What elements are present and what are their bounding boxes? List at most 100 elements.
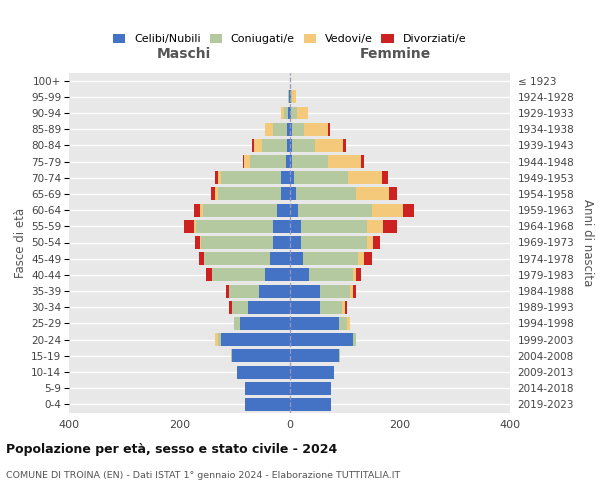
Bar xyxy=(358,252,364,265)
Y-axis label: Anni di nascita: Anni di nascita xyxy=(581,199,594,286)
Bar xyxy=(301,220,367,233)
Bar xyxy=(290,139,292,152)
Bar xyxy=(229,284,259,298)
Bar xyxy=(221,333,290,346)
Bar xyxy=(292,139,316,152)
Bar xyxy=(290,220,301,233)
Bar xyxy=(290,122,292,136)
Bar xyxy=(342,301,344,314)
Bar xyxy=(270,252,290,265)
Bar xyxy=(367,220,383,233)
Bar xyxy=(356,268,361,281)
Bar xyxy=(232,301,248,314)
Bar xyxy=(281,106,284,120)
Bar xyxy=(290,172,294,184)
Bar xyxy=(211,188,215,200)
Bar xyxy=(353,333,356,346)
Bar xyxy=(277,204,290,216)
Bar xyxy=(290,188,296,200)
Bar xyxy=(290,268,309,281)
Bar xyxy=(273,220,290,233)
Bar xyxy=(320,284,350,298)
Bar xyxy=(348,172,382,184)
Bar xyxy=(343,139,346,152)
Bar xyxy=(344,301,347,314)
Bar xyxy=(290,301,320,314)
Text: Femmine: Femmine xyxy=(360,46,431,60)
Bar xyxy=(367,236,373,249)
Bar xyxy=(339,350,340,362)
Bar xyxy=(218,188,281,200)
Bar xyxy=(245,382,290,394)
Bar xyxy=(273,122,287,136)
Bar xyxy=(248,301,290,314)
Bar xyxy=(194,220,196,233)
Bar xyxy=(294,172,348,184)
Bar xyxy=(281,188,290,200)
Bar xyxy=(290,252,303,265)
Bar xyxy=(200,204,203,216)
Bar xyxy=(265,122,273,136)
Bar xyxy=(290,90,292,104)
Bar xyxy=(252,139,254,152)
Bar xyxy=(194,236,200,249)
Bar xyxy=(199,252,203,265)
Bar xyxy=(288,90,289,104)
Bar xyxy=(320,301,342,314)
Bar xyxy=(290,284,320,298)
Bar xyxy=(290,204,298,216)
Bar xyxy=(289,106,290,120)
Bar xyxy=(350,284,353,298)
Bar xyxy=(356,188,389,200)
Bar xyxy=(290,366,334,378)
Bar xyxy=(242,155,244,168)
Bar xyxy=(290,333,353,346)
Legend: Celibi/Nubili, Coniugati/e, Vedovi/e, Divorziati/e: Celibi/Nubili, Coniugati/e, Vedovi/e, Di… xyxy=(113,34,466,44)
Text: Popolazione per età, sesso e stato civile - 2024: Popolazione per età, sesso e stato civil… xyxy=(6,442,337,456)
Bar xyxy=(290,236,301,249)
Bar xyxy=(226,284,229,298)
Bar xyxy=(200,236,202,249)
Bar xyxy=(194,204,200,216)
Bar xyxy=(309,268,353,281)
Bar xyxy=(403,204,413,216)
Bar xyxy=(328,122,330,136)
Bar xyxy=(353,284,356,298)
Bar xyxy=(215,172,218,184)
Bar xyxy=(237,366,290,378)
Text: Maschi: Maschi xyxy=(157,46,211,60)
Bar xyxy=(301,236,367,249)
Bar xyxy=(254,139,262,152)
Bar xyxy=(204,252,270,265)
Bar xyxy=(215,188,218,200)
Bar xyxy=(291,106,296,120)
Bar xyxy=(373,236,380,249)
Bar xyxy=(203,204,277,216)
Bar xyxy=(281,172,290,184)
Bar xyxy=(328,155,361,168)
Bar xyxy=(372,204,403,216)
Bar xyxy=(292,90,296,104)
Bar xyxy=(290,317,339,330)
Bar xyxy=(290,398,331,411)
Bar xyxy=(262,139,287,152)
Bar xyxy=(235,317,240,330)
Bar xyxy=(287,139,290,152)
Bar xyxy=(221,172,281,184)
Bar xyxy=(292,155,328,168)
Bar xyxy=(389,188,397,200)
Bar xyxy=(273,236,290,249)
Bar xyxy=(284,106,289,120)
Bar xyxy=(296,188,356,200)
Bar xyxy=(265,268,290,281)
Bar xyxy=(232,350,290,362)
Bar xyxy=(250,155,286,168)
Bar xyxy=(287,122,290,136)
Bar xyxy=(229,301,232,314)
Bar xyxy=(290,350,339,362)
Bar xyxy=(304,122,328,136)
Bar xyxy=(240,317,290,330)
Bar xyxy=(259,284,290,298)
Bar xyxy=(215,333,218,346)
Bar xyxy=(290,106,291,120)
